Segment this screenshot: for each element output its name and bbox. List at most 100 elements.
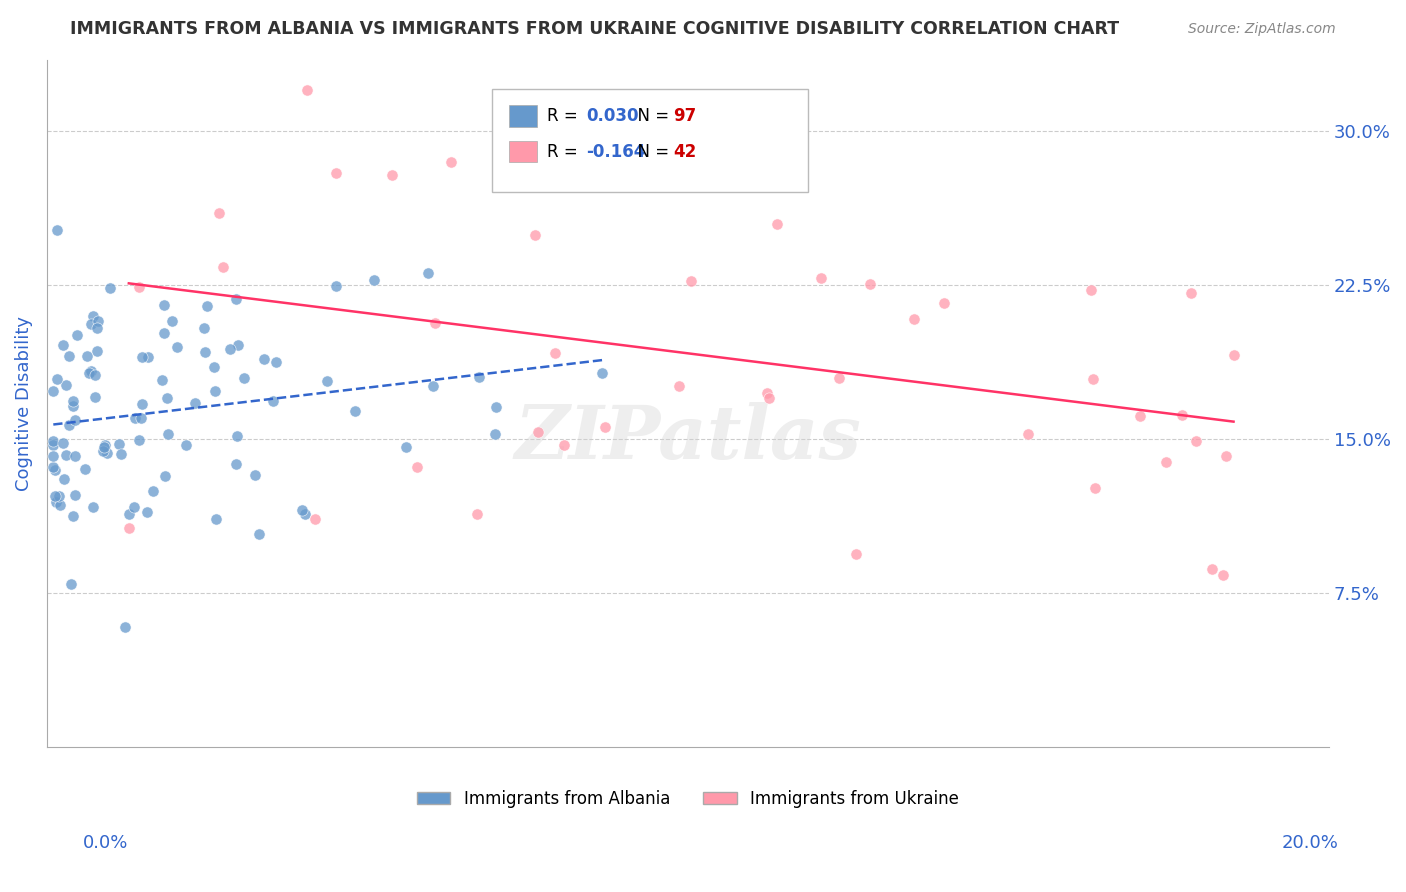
Point [152,298,174,312]
Point [225,429,247,443]
Legend: Immigrants from Albania, Immigrants from Ukraine: Immigrants from Albania, Immigrants from… [411,783,966,814]
Point [1156,455,1178,469]
Point [381,168,404,182]
Point [226,338,249,352]
Point [96,446,118,460]
Point [204,384,226,398]
Text: 20.0%: 20.0% [1282,834,1339,852]
Point [264,355,287,369]
Point [758,391,780,405]
Point [742,163,765,178]
Point [128,434,150,448]
Point [193,321,215,335]
Point [98,281,121,295]
Point [903,311,925,326]
Point [212,260,235,274]
Point [468,370,491,384]
Y-axis label: Cognitive Disability: Cognitive Disability [15,316,32,491]
Point [141,483,163,498]
Point [150,373,173,387]
Point [42,434,65,449]
Point [44,463,66,477]
Point [247,526,270,541]
Point [1017,427,1039,442]
Point [62,399,84,413]
Point [524,227,547,242]
Point [304,512,326,526]
Point [82,310,104,324]
Point [1215,449,1237,463]
Point [59,577,82,591]
Point [80,318,103,332]
Point [828,371,851,385]
Point [233,371,256,385]
Point [315,374,337,388]
Point [66,328,89,343]
Point [94,438,117,452]
Point [65,450,87,464]
Point [204,512,226,526]
Point [183,396,205,410]
Point [194,344,217,359]
Point [118,521,141,535]
Point [62,508,84,523]
Point [82,500,104,514]
Point [1212,568,1234,582]
Point [93,441,115,455]
Point [527,425,550,440]
Point [128,280,150,294]
Point [325,278,347,293]
Point [679,274,702,288]
Point [42,438,65,452]
Point [174,438,197,452]
Point [122,500,145,514]
Point [416,266,439,280]
Point [83,390,105,404]
Text: N =: N = [627,107,675,125]
Point [42,459,65,474]
Point [1185,434,1208,448]
Point [859,277,882,291]
Point [553,438,575,452]
Point [110,447,132,461]
Point [129,411,152,425]
Point [1084,481,1107,495]
Point [810,271,832,285]
Point [225,458,247,472]
Point [136,350,159,364]
Point [160,314,183,328]
Text: N =: N = [627,143,675,161]
Point [363,273,385,287]
Point [934,296,956,310]
Text: -0.164: -0.164 [586,143,645,161]
Point [765,217,787,231]
Point [62,394,84,409]
Point [157,427,180,442]
Point [166,340,188,354]
Point [592,366,614,380]
Point [202,360,225,375]
Point [114,620,136,634]
Point [668,379,690,393]
Point [86,343,108,358]
Point [465,507,488,521]
Point [58,349,80,363]
Point [52,471,75,485]
Point [44,494,66,508]
Point [1201,562,1223,576]
Point [485,400,508,414]
Point [156,391,179,405]
Point [42,384,65,398]
Text: IMMIGRANTS FROM ALBANIA VS IMMIGRANTS FROM UKRAINE COGNITIVE DISABILITY CORRELAT: IMMIGRANTS FROM ALBANIA VS IMMIGRANTS FR… [70,21,1119,38]
Point [75,462,97,476]
Point [83,368,105,382]
Point [124,411,146,425]
Point [845,547,868,561]
Point [1081,372,1104,386]
Point [63,413,86,427]
Point [208,206,231,220]
Point [136,505,159,519]
Point [42,449,65,463]
Point [406,460,429,475]
Point [544,346,567,360]
